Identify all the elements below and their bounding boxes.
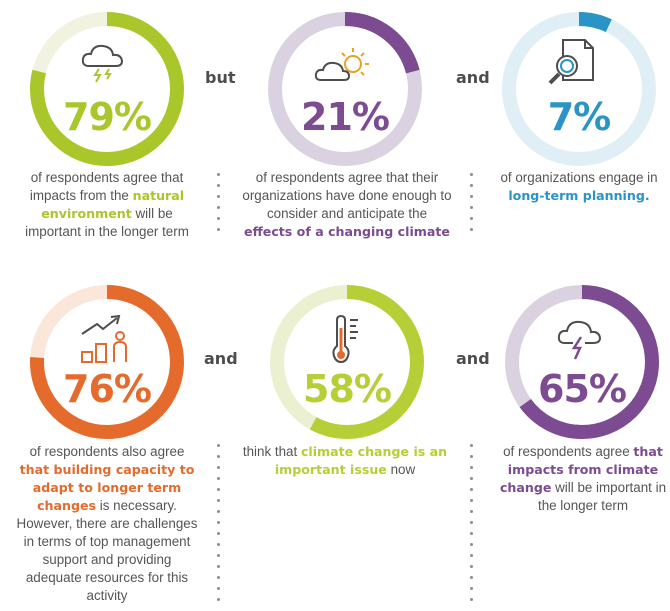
stat-description: of respondents agree that their organiza… — [242, 170, 452, 239]
dotted-divider — [217, 173, 220, 239]
progress-ring — [268, 12, 422, 166]
progress-ring — [505, 285, 659, 439]
stat-description: of respondents also agree that building … — [16, 444, 198, 603]
stat-value: 76% — [63, 367, 152, 411]
stat-highlight: effects of a changing climate — [244, 224, 450, 239]
document-search-icon — [547, 38, 601, 93]
sun-cloud-icon — [313, 44, 375, 91]
progress-ring — [30, 12, 184, 166]
stat-highlight: that building capacity to adapt to longe… — [19, 462, 195, 513]
stat-value: 65% — [538, 367, 627, 411]
stat-description: of respondents agree that impacts from t… — [25, 170, 189, 239]
ring-progress-arc — [268, 12, 422, 166]
dotted-divider — [470, 173, 473, 239]
stat-description: of organizations engage in long-term pla… — [500, 170, 658, 203]
stat-value: 21% — [301, 95, 390, 139]
dotted-divider — [217, 444, 220, 609]
stat-value: 58% — [303, 367, 392, 411]
connector-and: and — [456, 68, 490, 87]
connector-but: but — [205, 68, 236, 87]
thermometer-icon — [330, 314, 364, 369]
stat-value: 7% — [547, 95, 612, 139]
connector-and: and — [204, 349, 238, 368]
stat-highlight: that impacts from climate change — [499, 444, 663, 495]
stat-highlight: climate change is an important issue — [274, 444, 448, 477]
growth-chart-person-icon — [79, 314, 133, 371]
stat-highlight: natural environment — [41, 188, 185, 221]
stat-description: think that climate change is an importan… — [242, 444, 448, 477]
storm-cloud-icon — [79, 40, 127, 89]
stat-value: 79% — [63, 95, 152, 139]
dotted-divider — [470, 444, 473, 609]
thunder-cloud-icon — [555, 315, 605, 366]
ring-progress-arc — [505, 285, 659, 439]
connector-and: and — [456, 349, 490, 368]
ring-progress-arc — [30, 12, 184, 166]
ring-progress-arc — [270, 285, 424, 439]
progress-ring — [30, 285, 184, 439]
ring-progress-arc — [30, 285, 184, 439]
stat-highlight: long-term planning. — [508, 188, 650, 203]
ring-progress-arc — [502, 12, 656, 166]
stat-description: of respondents agree that impacts from c… — [499, 444, 667, 513]
progress-ring — [270, 285, 424, 439]
progress-ring — [502, 12, 656, 166]
